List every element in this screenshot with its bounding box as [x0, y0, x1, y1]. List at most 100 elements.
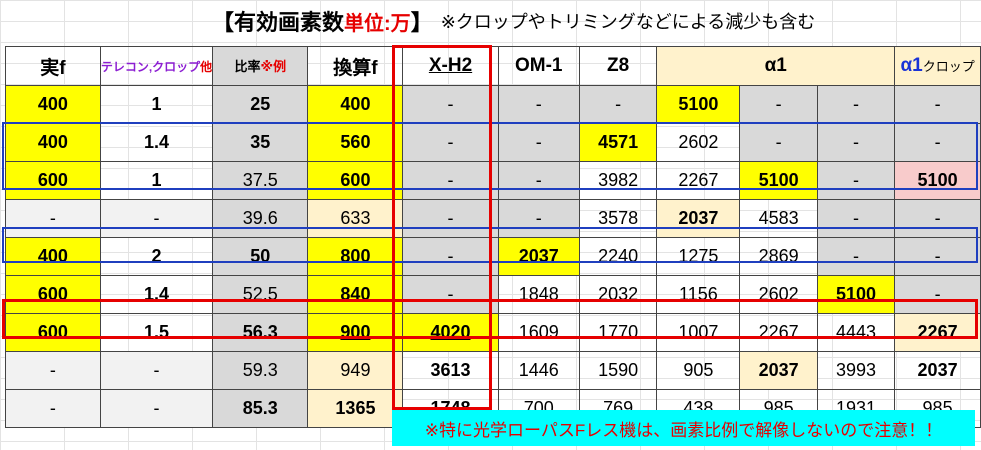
cell[interactable]: 52.5 — [212, 275, 309, 314]
cell[interactable]: - — [402, 275, 499, 314]
cell[interactable]: 600 — [5, 275, 101, 314]
cell[interactable]: 2267 — [656, 161, 741, 200]
cell[interactable]: 25 — [212, 85, 309, 124]
header-xh2[interactable]: X-H2 — [402, 46, 499, 86]
cell[interactable]: 85.3 — [212, 389, 309, 428]
cell[interactable]: - — [497, 85, 580, 124]
cell[interactable]: - — [894, 85, 981, 124]
cell[interactable]: 400 — [5, 85, 101, 124]
cell[interactable]: - — [99, 351, 214, 390]
cell[interactable]: 4020 — [402, 313, 499, 352]
cell[interactable]: 1848 — [497, 275, 580, 314]
cell[interactable]: 2240 — [578, 237, 658, 276]
cell[interactable]: 1.4 — [99, 275, 214, 314]
cell[interactable]: - — [99, 389, 214, 428]
cell[interactable]: 2602 — [656, 123, 741, 162]
cell[interactable]: 37.5 — [212, 161, 309, 200]
cell[interactable]: 600 — [307, 161, 404, 200]
cell[interactable]: 1590 — [578, 351, 658, 390]
cell[interactable]: - — [5, 199, 101, 238]
cell[interactable]: 2267 — [894, 313, 981, 352]
cell[interactable]: 1 — [99, 161, 214, 200]
cell[interactable]: 1.5 — [99, 313, 214, 352]
cell[interactable]: 5100 — [656, 85, 741, 124]
cell[interactable]: 840 — [307, 275, 404, 314]
header-ratio[interactable]: 比率※例 — [212, 46, 309, 86]
cell[interactable]: - — [816, 199, 896, 238]
cell[interactable]: 400 — [5, 123, 101, 162]
cell[interactable]: - — [816, 123, 896, 162]
cell[interactable]: - — [894, 237, 981, 276]
cell[interactable]: 3613 — [402, 351, 499, 390]
cell[interactable]: 3993 — [816, 351, 896, 390]
cell[interactable]: 905 — [656, 351, 741, 390]
cell[interactable]: - — [5, 351, 101, 390]
cell[interactable]: 2267 — [739, 313, 818, 352]
cell[interactable]: 2037 — [739, 351, 818, 390]
cell[interactable]: - — [497, 161, 580, 200]
cell[interactable]: 600 — [5, 313, 101, 352]
cell[interactable]: 1 — [99, 85, 214, 124]
cell[interactable]: 1275 — [656, 237, 741, 276]
cell[interactable]: 50 — [212, 237, 309, 276]
cell[interactable]: - — [497, 199, 580, 238]
cell[interactable]: 560 — [307, 123, 404, 162]
cell[interactable]: 3982 — [578, 161, 658, 200]
cell[interactable]: 633 — [307, 199, 404, 238]
cell[interactable]: 1.4 — [99, 123, 214, 162]
cell[interactable]: - — [816, 161, 896, 200]
cell[interactable]: 2037 — [497, 237, 580, 276]
cell[interactable]: 600 — [5, 161, 101, 200]
cell[interactable]: 39.6 — [212, 199, 309, 238]
cell[interactable]: 4443 — [816, 313, 896, 352]
cell[interactable]: 5100 — [816, 275, 896, 314]
cell[interactable]: 5100 — [739, 161, 818, 200]
cell[interactable]: 2032 — [578, 275, 658, 314]
cell[interactable]: 1365 — [307, 389, 404, 428]
cell[interactable]: 900 — [307, 313, 404, 352]
cell[interactable]: - — [816, 85, 896, 124]
cell[interactable]: 4571 — [578, 123, 658, 162]
cell[interactable]: 400 — [5, 237, 101, 276]
cell[interactable]: 400 — [307, 85, 404, 124]
cell[interactable]: - — [894, 123, 981, 162]
cell[interactable]: - — [5, 389, 101, 428]
cell[interactable]: - — [894, 199, 981, 238]
cell[interactable]: - — [402, 85, 499, 124]
cell[interactable]: - — [402, 237, 499, 276]
header-converter[interactable]: テレコン,クロップ他 — [99, 46, 214, 86]
cell[interactable]: 2869 — [739, 237, 818, 276]
cell[interactable]: 1156 — [656, 275, 741, 314]
cell[interactable]: 5100 — [894, 161, 981, 200]
cell[interactable]: 1770 — [578, 313, 658, 352]
cell[interactable]: 4583 — [739, 199, 818, 238]
cell[interactable]: - — [739, 85, 818, 124]
cell[interactable]: 1007 — [656, 313, 741, 352]
cell[interactable]: - — [578, 85, 658, 124]
header-a1[interactable]: α1 — [656, 46, 896, 86]
cell[interactable]: - — [739, 123, 818, 162]
cell[interactable]: 59.3 — [212, 351, 309, 390]
cell[interactable]: - — [402, 199, 499, 238]
cell[interactable]: 35 — [212, 123, 309, 162]
header-equiv-f[interactable]: 換算f — [307, 46, 404, 86]
cell[interactable]: 56.3 — [212, 313, 309, 352]
cell[interactable]: 1446 — [497, 351, 580, 390]
cell[interactable]: 800 — [307, 237, 404, 276]
cell[interactable]: - — [894, 275, 981, 314]
cell[interactable]: 1609 — [497, 313, 580, 352]
cell[interactable]: 3578 — [578, 199, 658, 238]
cell[interactable]: - — [99, 199, 214, 238]
cell[interactable]: 2 — [99, 237, 214, 276]
header-om1[interactable]: OM-1 — [497, 46, 580, 86]
cell[interactable]: 2037 — [894, 351, 981, 390]
cell[interactable]: 2602 — [739, 275, 818, 314]
cell[interactable]: - — [402, 161, 499, 200]
header-real-f[interactable]: 実f — [5, 46, 101, 86]
header-a1-crop[interactable]: α1クロップ — [894, 46, 981, 86]
header-z8[interactable]: Z8 — [578, 46, 658, 86]
cell[interactable]: - — [497, 123, 580, 162]
cell[interactable]: - — [816, 237, 896, 276]
cell[interactable]: - — [402, 123, 499, 162]
cell[interactable]: 2037 — [656, 199, 741, 238]
